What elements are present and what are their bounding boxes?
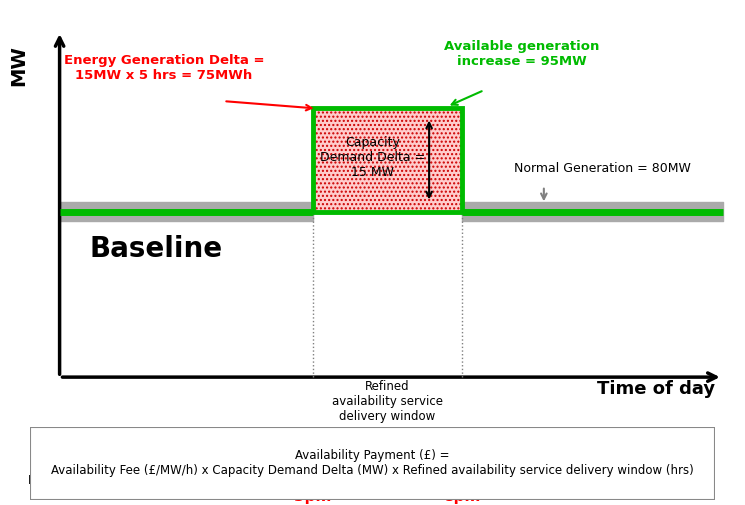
Bar [313,109,462,212]
Text: Available generation
increase = 95MW: Available generation increase = 95MW [444,39,599,68]
Text: End time: End time [434,458,490,471]
Bar [313,109,462,212]
Bar [313,109,462,212]
Text: Availability
Instruction sent
(week ahead): Availability Instruction sent (week ahea… [28,458,121,501]
Text: Availability Payment (£) =
Availability Fee (£/MW/h) x Capacity Demand Delta (MW: Availability Payment (£) = Availability … [51,448,694,476]
Text: Normal Generation = 80MW: Normal Generation = 80MW [514,162,691,175]
Text: 8pm: 8pm [443,487,481,502]
Text: Energy Generation Delta =
15MW x 5 hrs = 75MWh: Energy Generation Delta = 15MW x 5 hrs =… [63,54,264,82]
Text: 3pm: 3pm [294,487,332,502]
Text: Start time: Start time [282,458,344,471]
Text: Capacity
Demand Delta =
15 MW: Capacity Demand Delta = 15 MW [320,135,425,178]
Text: MW: MW [9,45,28,85]
Text: Refined
availability service
delivery window: Refined availability service delivery wi… [332,379,443,422]
Text: Time of day: Time of day [597,379,715,397]
Text: Baseline: Baseline [89,234,223,262]
